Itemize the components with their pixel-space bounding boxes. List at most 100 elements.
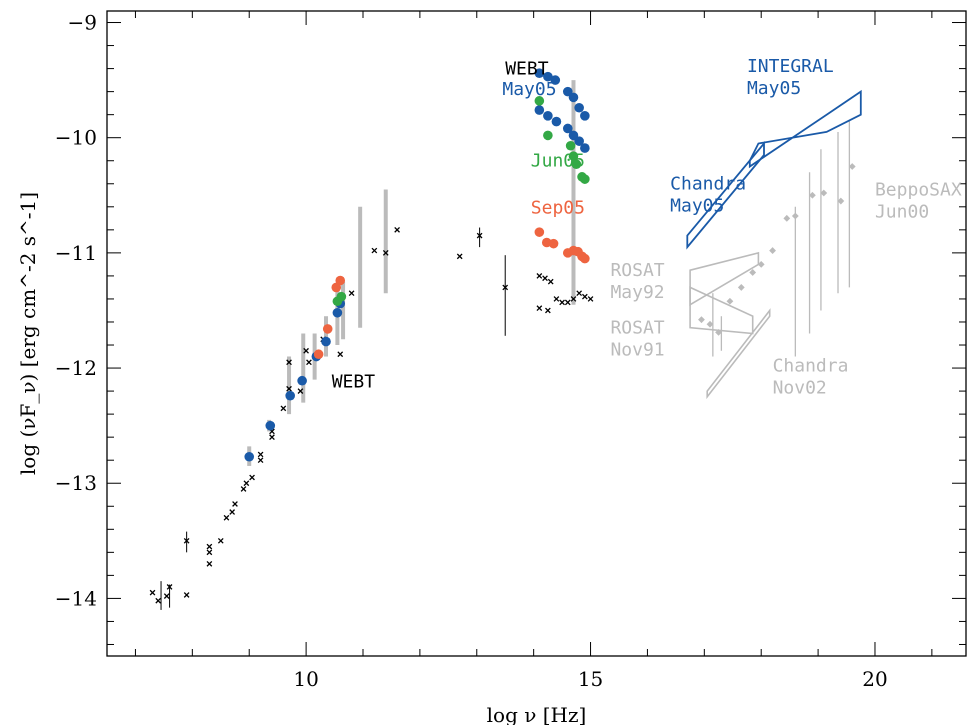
archive-point-stroke <box>536 305 543 312</box>
jun05-point <box>571 159 582 169</box>
archive-point-stroke <box>269 434 275 441</box>
archive-point <box>536 305 543 312</box>
archive-point-stroke <box>286 359 292 366</box>
annotation-rosat-may92: ROSAT May92 <box>610 260 664 303</box>
archive-point-stroke <box>547 278 554 285</box>
archive-point <box>257 451 264 458</box>
may05-point <box>568 92 579 103</box>
archive-point-stroke <box>269 428 275 435</box>
bowties <box>686 89 862 400</box>
archive-point <box>564 299 571 306</box>
jun05-point <box>580 174 590 184</box>
archive-point <box>576 290 583 297</box>
x-axis-label: log ν [Hz] <box>487 703 587 725</box>
y-tick-label: −14 <box>55 586 97 610</box>
annotation-integral: INTEGRAL May05 <box>747 56 834 99</box>
archive-point-stroke <box>536 273 543 279</box>
archive-point-stroke <box>149 589 156 596</box>
x-tick-label: 20 <box>862 667 887 691</box>
may05-point <box>580 111 590 121</box>
y-tick-label: −9 <box>68 11 97 35</box>
beppo-point <box>769 247 776 254</box>
sep05-point <box>580 253 590 264</box>
annotation-line: Sep05 <box>531 198 585 219</box>
archive-point-stroke <box>163 593 170 599</box>
sep05-point <box>313 349 324 360</box>
jun05-point <box>336 291 347 302</box>
annotations: WEBT May05 Jun05 Sep05 INTEGRAL May05 Chandra M… <box>332 56 962 398</box>
archive-point <box>183 592 190 598</box>
archive-point-stroke <box>553 296 560 302</box>
archive-point <box>456 253 463 260</box>
annotation-line: May05 <box>670 196 724 217</box>
archive-point-stroke <box>476 232 483 239</box>
archive-point-stroke <box>303 347 309 354</box>
jun05-point <box>565 140 576 151</box>
annotation-line: Jun00 <box>875 201 929 222</box>
archive-point <box>286 359 292 366</box>
archive-point-stroke <box>155 597 162 604</box>
sep05-point <box>548 238 559 249</box>
annotation-line: Nov02 <box>773 378 827 399</box>
archive-point-stroke <box>545 307 551 314</box>
archive-point-stroke <box>564 299 571 306</box>
archive-point-stroke <box>581 293 588 300</box>
archive-point <box>542 275 548 282</box>
archive-point <box>286 385 292 392</box>
archive-point <box>303 347 309 354</box>
archive-point <box>240 486 247 492</box>
archive-point <box>206 543 213 550</box>
annotation-line: Jun05 <box>531 150 585 171</box>
may05-point <box>551 116 562 127</box>
beppo-point <box>791 212 799 220</box>
archive-point-stroke <box>286 385 292 392</box>
archive-point-stroke <box>166 584 173 590</box>
annotation-beppo: BeppoSAX Jun00 <box>875 179 962 222</box>
archive-point-stroke <box>257 457 264 464</box>
x-tick-label: 10 <box>293 667 318 691</box>
archive-point-stroke <box>570 296 577 302</box>
y-tick-label: −12 <box>55 356 97 380</box>
beppo-point <box>757 260 765 268</box>
annotation-line: May05 <box>747 78 801 99</box>
archive-point-stroke <box>306 359 312 366</box>
beppo-point <box>783 214 791 222</box>
may05-point <box>321 336 331 347</box>
archive-point <box>337 351 344 358</box>
annotation-may05-top: May05 <box>502 79 556 100</box>
jun05-point <box>543 130 553 141</box>
archive-point <box>382 250 389 256</box>
archive-point <box>545 307 551 314</box>
annotation-line: ROSAT <box>610 260 664 281</box>
beppo-point <box>715 328 722 336</box>
annotation-rosat-nov91: ROSAT Nov91 <box>610 318 664 361</box>
beppo-point <box>706 320 714 328</box>
may05-point <box>580 143 590 153</box>
annotation-line: ROSAT <box>610 318 664 339</box>
archive-point-stroke <box>542 275 548 282</box>
archive-point-stroke <box>382 250 389 256</box>
annotation-webt-low: WEBT <box>332 372 376 393</box>
may05-point <box>562 123 573 134</box>
may05-point <box>534 105 545 115</box>
bowtie-integral-may05 <box>748 89 862 169</box>
may05-point <box>297 375 307 386</box>
may05-point <box>543 111 553 121</box>
y-tick-label: −11 <box>55 241 97 265</box>
beppo-point <box>848 163 856 170</box>
archive-point-stroke <box>280 405 287 412</box>
archive-point <box>257 457 264 464</box>
error-bars <box>160 80 851 610</box>
axes: 10 15 20 −14 −13 −12 −11 −10 −9 <box>55 10 967 691</box>
archive-point <box>348 290 355 297</box>
archive-point-stroke <box>229 509 236 515</box>
beppo-point <box>737 284 745 291</box>
annotation-chandra-may05: Chandra May05 <box>670 174 746 217</box>
archive-point <box>155 597 162 604</box>
archive-point-stroke <box>206 560 213 567</box>
archive-point <box>581 293 588 300</box>
beppo-point <box>749 269 757 276</box>
may05-point <box>550 75 561 85</box>
may05-point <box>285 390 295 401</box>
